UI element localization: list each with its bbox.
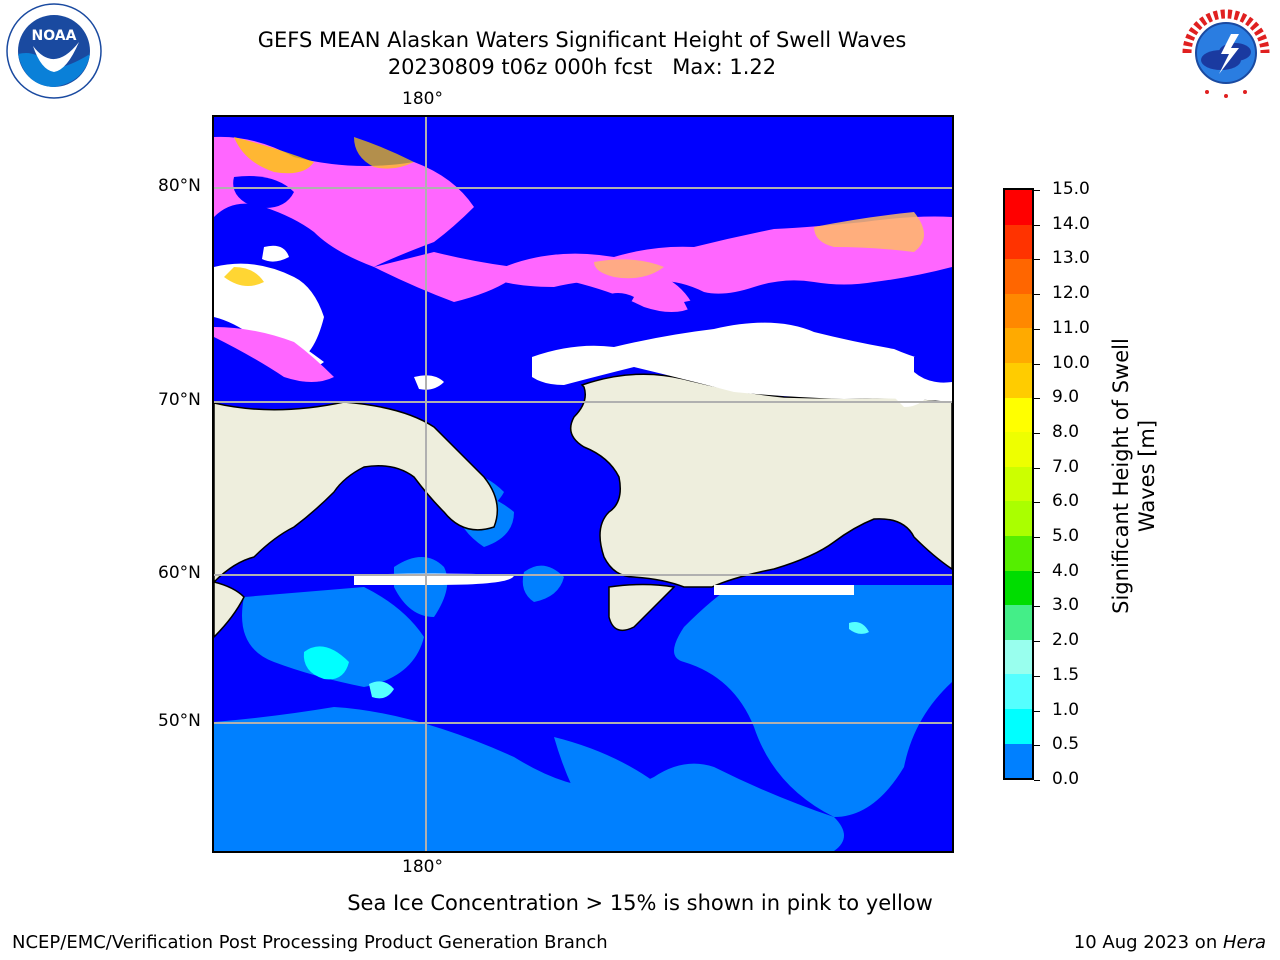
colorbar-tick-mark	[1034, 641, 1040, 643]
noaa-logo: NOAA	[5, 2, 103, 100]
lat-label-80: 80°N	[158, 176, 201, 196]
colorbar-tick-mark	[1034, 710, 1040, 712]
colorbar-band	[1005, 466, 1032, 502]
lat-label-70: 70°N	[158, 390, 201, 410]
colorbar-tick-label: 15.0	[1052, 179, 1090, 199]
colorbar-tick-label: 8.0	[1052, 421, 1080, 442]
colorbar-band	[1005, 293, 1032, 329]
lat-label-50: 50°N	[158, 711, 201, 731]
colorbar-band	[1005, 639, 1032, 675]
colorbar-tick-label: 0.5	[1052, 734, 1080, 755]
colorbar-tick-mark	[1034, 328, 1040, 330]
footer-machine: Hera	[1222, 932, 1266, 953]
colorbar-tick-mark	[1034, 675, 1040, 677]
colorbar-tick-label: 14.0	[1052, 213, 1090, 234]
colorbar-tick-mark	[1034, 780, 1040, 781]
colorbar-tick-label: 5.0	[1052, 526, 1080, 547]
colorbar-band	[1005, 535, 1032, 571]
colorbar-tick-mark	[1034, 224, 1040, 226]
colorbar-band	[1005, 708, 1032, 744]
colorbar-tick-mark	[1034, 606, 1040, 608]
footer-branch: NCEP/EMC/Verification Post Processing Pr…	[12, 932, 608, 953]
colorbar-band	[1005, 743, 1032, 779]
colorbar-tick-label: 1.0	[1052, 699, 1080, 720]
colorbar-tick-label: 3.0	[1052, 595, 1080, 616]
colorbar-band	[1005, 328, 1032, 363]
colorbar-tick-mark	[1034, 363, 1040, 365]
colorbar-tick-mark	[1034, 432, 1040, 434]
colorbar-band	[1005, 397, 1032, 433]
map-svg	[214, 117, 952, 851]
colorbar-tick-mark	[1034, 745, 1040, 747]
sea-ice-band	[214, 136, 952, 382]
colorbar-tick-label: 10.0	[1052, 352, 1090, 373]
colorbar-tick-label: 1.5	[1052, 664, 1080, 685]
footer-date-text: 10 Aug 2023 on	[1073, 932, 1223, 953]
colorbar-tick-mark	[1034, 294, 1040, 296]
colorbar-band	[1005, 224, 1032, 260]
colorbar-band	[1005, 362, 1032, 398]
chart-subtitle: 20230809 t06z 000h fcst Max: 1.22	[387, 55, 777, 79]
top-longitude-label: 180°	[402, 89, 443, 109]
colorbar-band	[1005, 674, 1032, 709]
colorbar-band	[1005, 259, 1032, 294]
colorbar-tick-mark	[1034, 467, 1040, 469]
colorbar-band	[1005, 432, 1032, 467]
swell-high-spot	[303, 646, 349, 680]
colorbar-tick-label: 0.0	[1052, 769, 1080, 789]
colorbar-band	[1005, 605, 1032, 640]
colorbar-tick-mark	[1034, 571, 1040, 573]
colorbar-tick-label: 13.0	[1052, 248, 1090, 269]
nws-logo	[1177, 4, 1275, 102]
colorbar-band	[1005, 570, 1032, 606]
colorbar-label-wrapper: Significant Height of Swell Waves [m]	[1104, 300, 1164, 650]
colorbar-tick-label: 4.0	[1052, 560, 1080, 581]
colorbar-tick-mark	[1034, 502, 1040, 504]
lat-label-60: 60°N	[158, 563, 201, 583]
colorbar	[1003, 188, 1034, 780]
colorbar-tick-mark	[1034, 190, 1040, 191]
colorbar-tick-label: 11.0	[1052, 317, 1090, 338]
colorbar-band	[1005, 190, 1032, 225]
map-panel	[212, 115, 954, 853]
svg-text:NOAA: NOAA	[32, 28, 77, 44]
graticule	[214, 117, 952, 851]
colorbar-band	[1005, 501, 1032, 536]
bottom-longitude-label: 180°	[402, 857, 443, 877]
colorbar-tick-label: 9.0	[1052, 387, 1080, 408]
colorbar-tick-label: 2.0	[1052, 630, 1080, 651]
chart-title: GEFS MEAN Alaskan Waters Significant Hei…	[257, 28, 907, 52]
colorbar-label: Significant Height of Swell Waves [m]	[1109, 338, 1159, 614]
colorbar-tick-label: 7.0	[1052, 456, 1080, 477]
colorbar-tick-mark	[1034, 537, 1040, 539]
sea-ice-note: Sea Ice Concentration > 15% is shown in …	[347, 891, 933, 915]
colorbar-tick-mark	[1034, 259, 1040, 261]
colorbar-tick-label: 12.0	[1052, 283, 1090, 304]
colorbar-tick-label: 6.0	[1052, 491, 1080, 512]
footer-date: 10 Aug 2023 on Hera	[1074, 932, 1266, 953]
colorbar-tick-mark	[1034, 398, 1040, 400]
